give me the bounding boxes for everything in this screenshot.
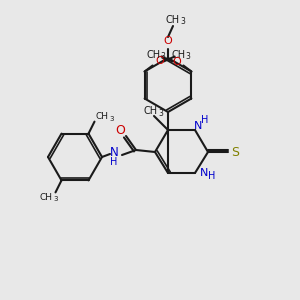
Text: 3: 3 — [158, 109, 163, 118]
Text: 3: 3 — [180, 17, 185, 26]
Text: S: S — [231, 146, 239, 158]
Text: 3: 3 — [53, 196, 58, 202]
Text: CH: CH — [144, 106, 158, 116]
Text: 3: 3 — [160, 52, 165, 61]
Text: N: N — [110, 146, 118, 160]
Text: N: N — [194, 121, 202, 131]
Text: H: H — [110, 157, 118, 167]
Text: 3: 3 — [110, 116, 114, 122]
Text: 3: 3 — [186, 52, 190, 61]
Text: CH: CH — [96, 112, 109, 121]
Text: H: H — [201, 115, 209, 125]
Text: CH: CH — [40, 193, 53, 202]
Text: O: O — [164, 36, 172, 46]
Text: CH: CH — [172, 50, 186, 59]
Text: O: O — [115, 124, 125, 136]
Text: H: H — [208, 171, 216, 181]
Text: N: N — [200, 168, 208, 178]
Text: CH: CH — [166, 15, 180, 25]
Text: CH: CH — [146, 50, 161, 59]
Text: O: O — [172, 56, 181, 67]
Text: O: O — [155, 56, 164, 67]
